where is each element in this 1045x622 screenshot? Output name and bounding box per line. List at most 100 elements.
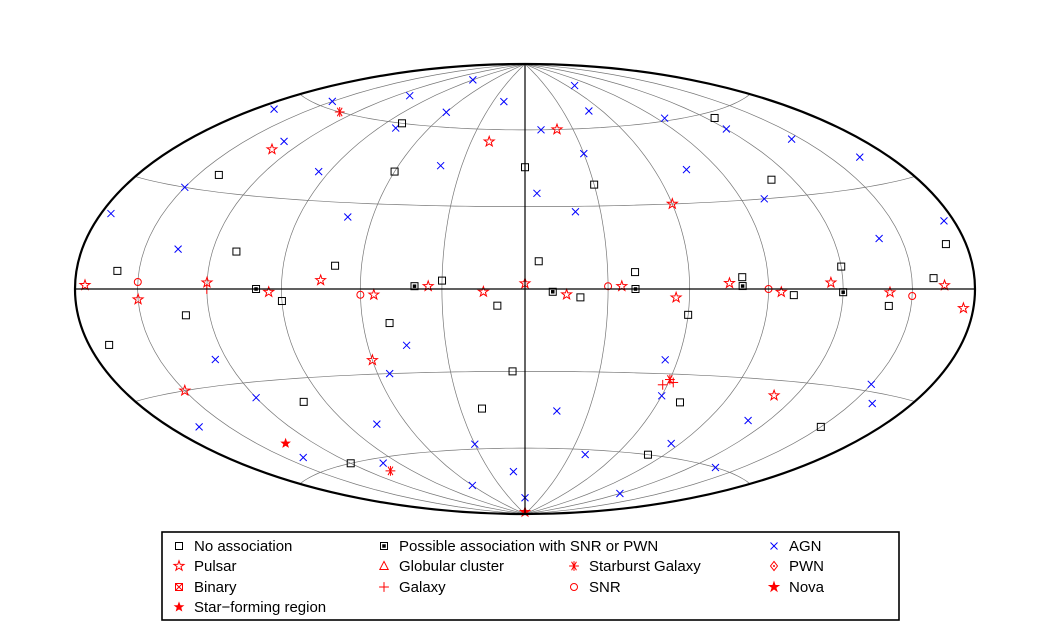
data-point [552, 407, 561, 415]
data-point [940, 217, 948, 225]
data-point [398, 119, 407, 128]
data-point [767, 388, 781, 401]
data-point [214, 170, 223, 179]
data-point [657, 391, 666, 400]
legend-label-possible: Possible association with SNR or PWN [399, 538, 658, 555]
legend-marker-nova [767, 580, 781, 593]
data-point [675, 398, 684, 407]
data-point [682, 165, 691, 174]
legend-marker-agn [770, 542, 778, 550]
data-point [277, 297, 286, 306]
legend: No association Possible association with … [161, 531, 900, 621]
data-point [105, 340, 114, 349]
data-point [280, 137, 288, 146]
data-point [438, 276, 447, 285]
data-point [576, 293, 585, 302]
data-point [468, 481, 477, 490]
data-point [789, 291, 798, 300]
data-point [181, 311, 190, 320]
data-point [855, 153, 864, 161]
data-point [265, 142, 279, 155]
data-point [560, 287, 574, 301]
data-point [180, 183, 189, 192]
legend-marker-starburst [569, 561, 579, 571]
data-point [133, 278, 142, 287]
data-point [500, 97, 508, 106]
data-point [280, 437, 291, 448]
legend-marker-galaxy [379, 582, 389, 592]
data-point [657, 379, 668, 390]
data-point [195, 423, 203, 431]
data-point [548, 287, 557, 296]
legend-label-nova: Nova [789, 579, 825, 596]
data-point [78, 278, 92, 291]
data-point [581, 450, 590, 459]
data-point [787, 135, 796, 143]
data-point [585, 107, 593, 115]
legend-marker-snr [570, 583, 578, 591]
legend-marker-none [175, 542, 183, 550]
data-point [270, 105, 278, 113]
data-point [402, 341, 411, 350]
data-point [533, 189, 541, 198]
data-point [570, 81, 579, 90]
data-point [550, 122, 564, 135]
data-point [571, 207, 580, 216]
center-axes [75, 64, 975, 514]
legend-label-galaxy: Galaxy [399, 579, 446, 596]
data-point [442, 108, 451, 117]
data-point [476, 284, 490, 298]
legend-marker-sfr [173, 601, 185, 612]
data-point [868, 399, 877, 408]
data-point [738, 273, 747, 282]
data-point [178, 383, 192, 397]
data-point [667, 439, 676, 448]
data-point [579, 149, 588, 158]
data-point [774, 285, 788, 298]
data-point [470, 440, 479, 449]
data-point [113, 266, 122, 275]
data-point [534, 257, 543, 266]
data-point [537, 125, 545, 134]
data-point [883, 285, 897, 298]
data-point [660, 114, 669, 123]
data-point [372, 420, 381, 428]
data-point [385, 369, 394, 378]
data-point [867, 380, 876, 389]
data-point [314, 273, 327, 286]
data-point [252, 393, 260, 402]
data-point [665, 197, 679, 210]
data-point [710, 113, 719, 122]
data-point [631, 268, 640, 277]
data-point [328, 97, 337, 106]
data-point [367, 287, 381, 301]
data-point [816, 422, 825, 431]
source-markers [78, 76, 970, 518]
legend-label-globular: Globular cluster [399, 558, 504, 575]
legend-marker-pulsar [172, 559, 186, 572]
legend-marker-pwn [769, 560, 779, 572]
data-point [929, 274, 938, 283]
data-point [493, 301, 502, 310]
data-point [421, 279, 435, 292]
legend-label-starburst: Starburst Galaxy [589, 558, 701, 575]
data-point [875, 234, 883, 243]
data-point [711, 463, 720, 472]
data-point [390, 167, 399, 176]
data-point [956, 301, 970, 314]
data-point [346, 459, 355, 468]
data-point [356, 290, 365, 299]
legend-marker-possible [380, 542, 388, 550]
data-point [722, 125, 731, 133]
data-point [385, 319, 394, 328]
data-point [131, 292, 145, 305]
data-point [643, 450, 652, 459]
data-point [616, 489, 624, 498]
data-point [760, 194, 769, 203]
data-point [884, 301, 893, 310]
legend-label-pulsar: Pulsar [194, 558, 237, 575]
legend-label-binary: Binary [194, 579, 237, 596]
data-point [590, 180, 599, 189]
data-point [469, 76, 477, 84]
